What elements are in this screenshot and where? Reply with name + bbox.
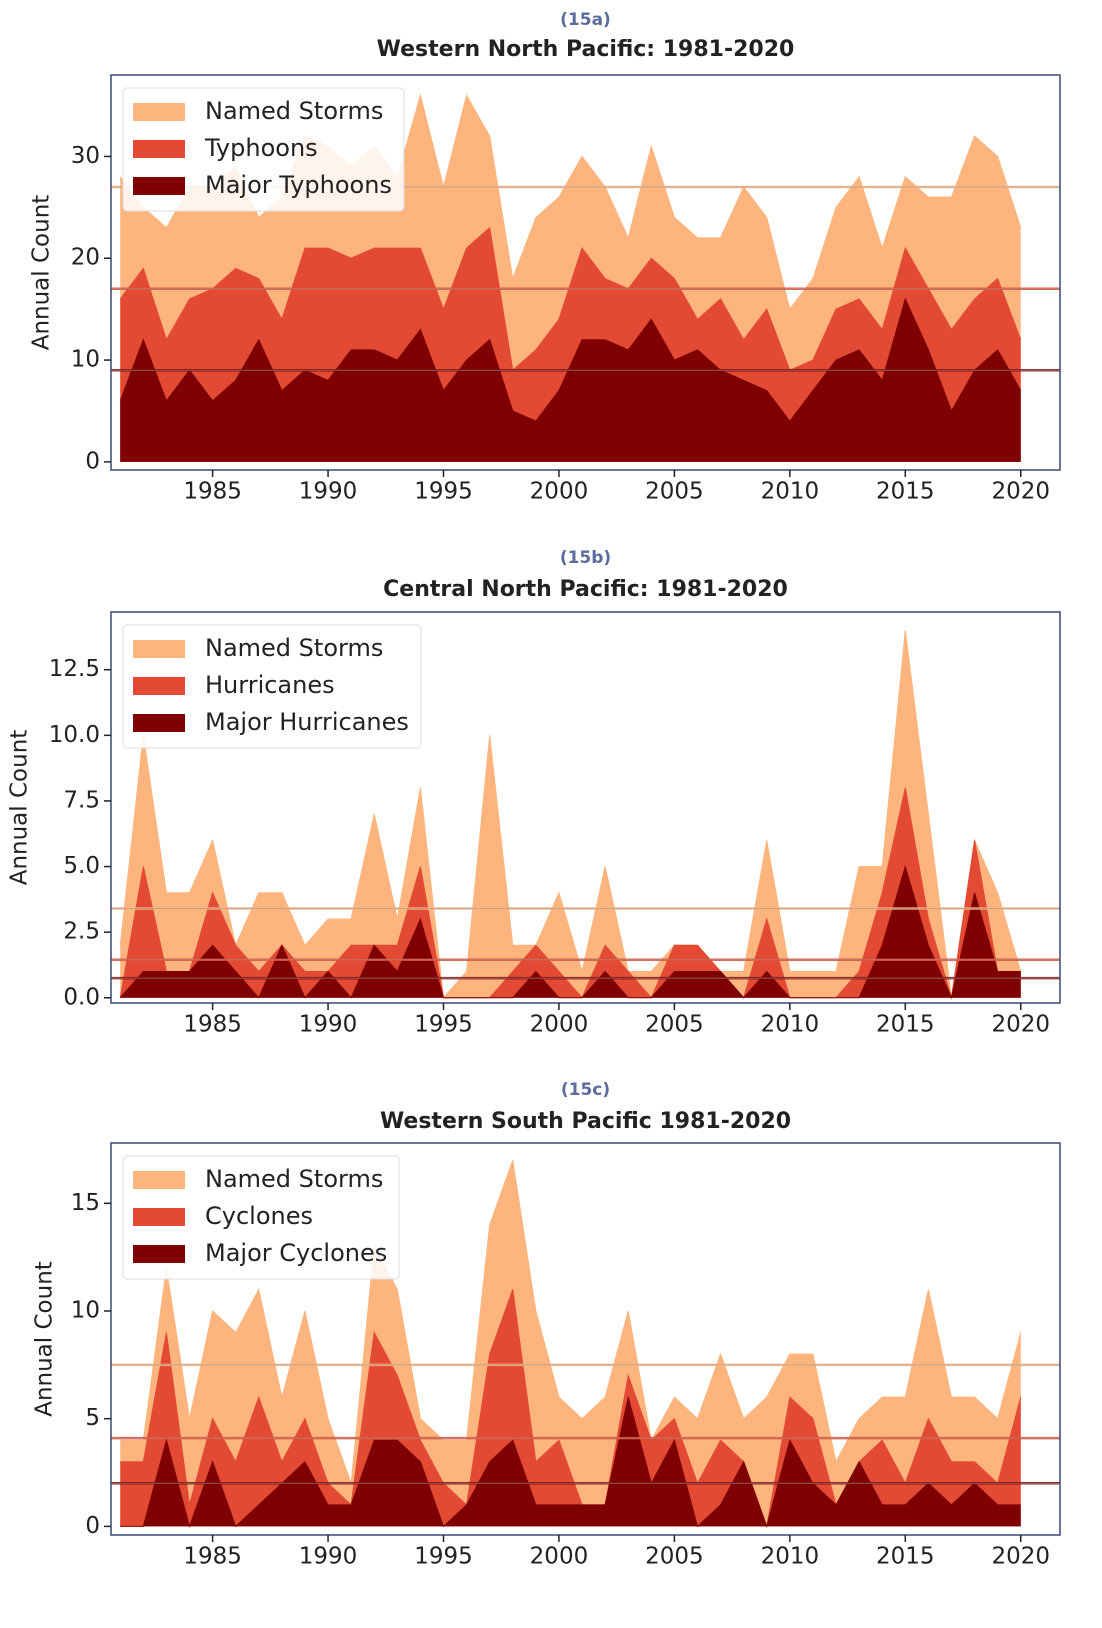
x-tick-label: 1985 (183, 1012, 242, 1038)
x-tick-label: 1985 (183, 479, 242, 505)
plot-frame (110, 1142, 1061, 1536)
y-axis-label: Annual Count (29, 195, 55, 351)
y-tick-label: 7.5 (63, 787, 100, 813)
y-tick-label: 15 (71, 1190, 100, 1216)
legend-swatch (133, 640, 185, 658)
x-tick-label: 2000 (530, 1544, 589, 1570)
area-edge (120, 1160, 1022, 1484)
x-tick-label: 2010 (761, 1012, 820, 1038)
area-edge (119, 630, 1022, 999)
x-tick-label: 2015 (876, 1012, 935, 1038)
panel: (15a) Western North Pacific: 1981-2020 Ann… (29, 10, 1061, 505)
plot-frame (110, 74, 1061, 471)
legend-label: Hurricanes (205, 671, 335, 699)
area-edge (119, 864, 1021, 1000)
legend-label: Named Storms (205, 97, 383, 125)
y-tick-label: 5 (85, 1405, 100, 1431)
legend-swatch (133, 1171, 185, 1189)
x-tick-label: 2020 (991, 1544, 1050, 1570)
x-tick-label: 1995 (414, 1544, 473, 1570)
area-edge (119, 226, 1022, 372)
legend-label: Named Storms (205, 634, 383, 662)
y-tick-label: 0 (85, 1513, 100, 1539)
legend: Named Storms Hurricanes Major Hurricanes (122, 624, 422, 749)
legend-swatch (133, 140, 185, 158)
y-tick-label: 30 (71, 143, 100, 169)
chart-title: Western North Pacific: 1981-2020 (377, 37, 795, 62)
y-tick-label: 10.0 (49, 722, 100, 748)
x-tick-label: 1995 (414, 479, 473, 505)
legend-label: Named Storms (205, 1165, 383, 1193)
legend-swatch (133, 1245, 185, 1263)
legend-box (122, 624, 422, 749)
x-tick-label: 1990 (299, 1544, 358, 1570)
panel-label: (15a) (560, 10, 611, 30)
legend: Named Storms Typhoons Major Typhoons (122, 87, 405, 212)
x-tick-label: 2005 (645, 1012, 704, 1038)
y-tick-label: 10 (71, 347, 100, 373)
y-tick-label: 2.5 (63, 919, 100, 945)
area-fill (120, 1397, 1021, 1527)
legend-swatch (133, 1208, 185, 1226)
plot-frame (110, 611, 1061, 1004)
x-tick-label: 2000 (530, 479, 589, 505)
x-tick-label: 1985 (183, 1544, 242, 1570)
panel: (15c) Western South Pacific 1981-2020 Annu… (32, 1080, 1061, 1570)
legend-label: Typhoons (204, 134, 318, 162)
panel-label: (15b) (560, 548, 611, 568)
x-tick-label: 2020 (991, 479, 1050, 505)
panel-label: (15c) (561, 1080, 610, 1100)
x-tick-label: 2000 (530, 1012, 589, 1038)
legend-label: Cyclones (205, 1202, 313, 1230)
legend-swatch (133, 177, 185, 195)
area-edge (119, 787, 1021, 999)
legend-label: Major Hurricanes (205, 708, 409, 736)
x-tick-label: 1990 (299, 479, 358, 505)
y-tick-label: 10 (71, 1298, 100, 1324)
y-tick-label: 0.0 (63, 984, 100, 1010)
area-edge (119, 297, 1022, 422)
y-axis-label: Annual Count (32, 1261, 58, 1417)
y-tick-label: 5.0 (63, 853, 100, 879)
x-tick-label: 1995 (414, 1012, 473, 1038)
chart-title: Central North Pacific: 1981-2020 (383, 577, 788, 602)
x-tick-label: 2015 (876, 479, 935, 505)
y-tick-label: 0 (85, 448, 100, 474)
legend: Named Storms Cyclones Major Cyclones (122, 1155, 400, 1280)
y-tick-label: 20 (71, 245, 100, 271)
legend-swatch (133, 677, 185, 695)
x-tick-label: 2010 (761, 479, 820, 505)
x-tick-label: 2005 (645, 1544, 704, 1570)
chart-title: Western South Pacific 1981-2020 (380, 1109, 791, 1134)
y-axis-label: Annual Count (7, 730, 33, 886)
legend-box (122, 1155, 400, 1280)
x-tick-label: 2010 (761, 1544, 820, 1570)
area-fill (120, 866, 1021, 998)
x-tick-label: 2020 (991, 1012, 1050, 1038)
legend-swatch (133, 103, 185, 121)
x-tick-label: 1990 (299, 1012, 358, 1038)
legend-box (122, 87, 405, 212)
legend-label: Major Cyclones (205, 1239, 387, 1267)
legend-swatch (133, 714, 185, 732)
legend-label: Major Typhoons (205, 171, 392, 199)
y-tick-label: 12.5 (49, 656, 100, 682)
panel: (15b) Central North Pacific: 1981-2020 Ann… (7, 548, 1061, 1038)
area-fill (120, 298, 1021, 462)
area-edge (120, 1289, 1022, 1529)
x-tick-label: 2005 (645, 479, 704, 505)
x-tick-label: 2015 (876, 1544, 935, 1570)
